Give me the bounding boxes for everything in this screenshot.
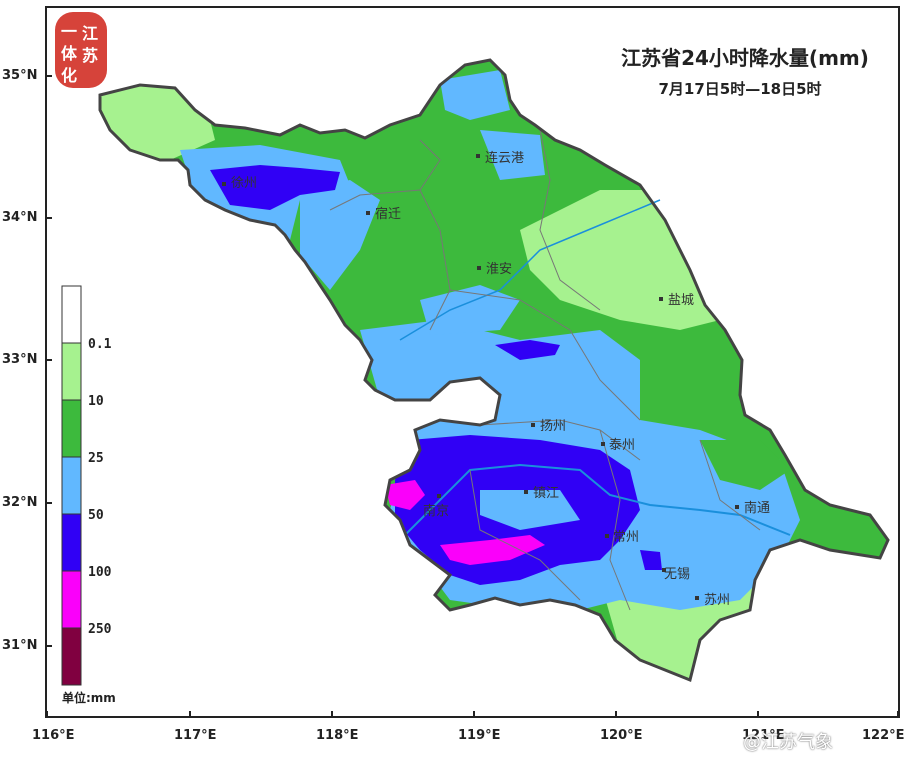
prefecture-boundaries — [329, 129, 761, 611]
band-heavy-zhenjiang — [480, 490, 580, 530]
band-rainstorm-xuzhou — [210, 165, 340, 210]
legend-box-2 — [61, 399, 82, 458]
lon-label-117: 117°E — [174, 728, 217, 743]
legend-box-0 — [61, 285, 82, 344]
lon-label-119: 119°E — [458, 728, 501, 743]
city-dot-xuzhou — [222, 182, 226, 186]
legend-label-0: 0.1 — [88, 337, 112, 352]
logo-char-1: 江 — [82, 24, 99, 43]
city-dot-zhenjiang — [524, 490, 528, 494]
watermark: @江苏气象 — [743, 732, 833, 753]
city-dot-nanjing — [437, 494, 441, 498]
legend-unit: 单位:mm — [62, 691, 116, 705]
city-dot-taizhou — [601, 442, 605, 446]
legend-label-5: 250 — [88, 622, 112, 637]
axis-ticks — [45, 75, 899, 718]
city-label-wuxi: 无锡 — [664, 567, 691, 582]
lat-label-34: 34°N — [2, 210, 38, 225]
lon-label-116: 116°E — [32, 728, 75, 743]
logo-char-4: 体 — [61, 44, 78, 63]
canal-line — [399, 199, 661, 341]
logo-char-5: 化 — [61, 66, 78, 85]
legend-boxes — [61, 285, 82, 686]
band-moderate-nantong — [700, 440, 790, 490]
city-label-suzhou: 苏州 — [704, 593, 731, 608]
band-downpour-west — [385, 480, 425, 510]
band-rainstorm-north-yangzhou — [495, 340, 560, 360]
legend-box-3 — [61, 456, 82, 515]
lat-label-31: 31°N — [2, 638, 38, 653]
lat-label-35: 35°N — [2, 68, 38, 83]
city-dot-lianyungang — [476, 154, 480, 158]
city-dot-yangzhou — [531, 423, 535, 427]
logo-char-2: 苏 — [82, 46, 99, 65]
lon-label-122: 122°E — [862, 728, 905, 743]
yangtze-river — [404, 463, 791, 536]
city-label-yangzhou: 扬州 — [540, 419, 567, 434]
city-dot-nantong — [735, 505, 739, 509]
lat-label-32: 32°N — [2, 495, 38, 510]
band-heavy-center — [420, 285, 520, 335]
legend-label-1: 10 — [88, 394, 104, 409]
lon-label-120: 120°E — [600, 728, 643, 743]
city-dot-suzhou — [695, 596, 699, 600]
city-dot-huaian — [477, 266, 481, 270]
city-label-suqian: 宿迁 — [375, 207, 402, 222]
city-label-yancheng: 盐城 — [668, 293, 695, 308]
lon-label-121: 121°E — [742, 728, 785, 743]
city-label-nantong: 南通 — [744, 501, 771, 516]
legend-label-4: 100 — [88, 565, 112, 580]
jiangsu-logo: 江 苏 一 体 化 — [55, 12, 107, 88]
city-dot-suqian — [366, 211, 370, 215]
city-label-changzhou: 常州 — [613, 530, 640, 545]
city-dot-wuxi — [662, 568, 666, 572]
legend-box-4 — [61, 513, 82, 572]
province-outline — [98, 58, 890, 683]
city-label-taizhou: 泰州 — [609, 438, 636, 453]
legend-box-5 — [61, 570, 82, 629]
legend-box-1 — [61, 342, 82, 401]
city-label-nanjing: 南京 — [423, 504, 450, 519]
lon-label-118: 118°E — [316, 728, 359, 743]
legend-label-2: 25 — [88, 451, 104, 466]
logo-char-3: 一 — [61, 22, 78, 41]
band-downpour-south — [440, 535, 545, 565]
city-label-zhenjiang: 镇江 — [533, 486, 560, 501]
legend-label-3: 50 — [88, 508, 104, 523]
city-label-huaian: 淮安 — [486, 262, 513, 277]
city-dot-changzhou — [605, 534, 609, 538]
map-title: 江苏省24小时降水量(mm) — [621, 46, 869, 70]
band-rainstorm-wuxi — [640, 550, 662, 570]
band-heavy-suqian — [300, 180, 380, 290]
legend-box-6 — [61, 627, 82, 686]
lat-label-33: 33°N — [2, 352, 38, 367]
city-label-xuzhou: 徐州 — [231, 176, 258, 191]
band-heavy-north — [440, 70, 510, 120]
city-dot-yancheng — [659, 297, 663, 301]
band-heavy-lianyungang — [480, 130, 545, 180]
city-label-lianyungang: 连云港 — [485, 151, 525, 166]
map-subtitle: 7月17日5时—18日5时 — [658, 80, 822, 98]
